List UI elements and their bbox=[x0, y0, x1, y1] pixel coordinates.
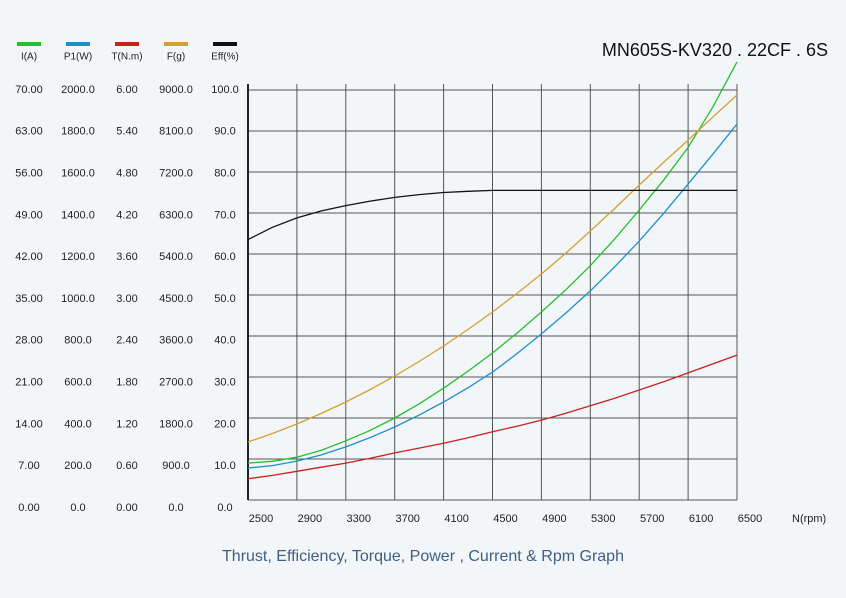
y-tick-label: 3.00 bbox=[116, 293, 137, 305]
y-tick-label: 14.00 bbox=[15, 418, 43, 430]
y-tick-label: 20.0 bbox=[214, 418, 235, 430]
y-tick-label: 1800.0 bbox=[61, 126, 95, 138]
y-tick-label: 1800.0 bbox=[159, 418, 193, 430]
y-tick-label: 6300.0 bbox=[159, 209, 193, 221]
y-tick-label: 80.0 bbox=[214, 168, 235, 180]
y-tick-label: 90.0 bbox=[214, 126, 235, 138]
series-line bbox=[247, 354, 738, 480]
y-tick-label: 1200.0 bbox=[61, 251, 95, 263]
y-tick-label: 2000.0 bbox=[61, 84, 95, 96]
legend-label: I(A) bbox=[21, 52, 37, 63]
y-tick-label: 21.00 bbox=[15, 377, 43, 389]
y-tick-label: 0.00 bbox=[18, 502, 39, 514]
y-tick-label: 8100.0 bbox=[159, 126, 193, 138]
y-tick-label: 1600.0 bbox=[61, 168, 95, 180]
y-tick-label: 200.0 bbox=[64, 460, 92, 472]
y-tick-label: 56.00 bbox=[15, 168, 43, 180]
y-tick-label: 0.60 bbox=[116, 460, 137, 472]
y-tick-label: 2.40 bbox=[116, 335, 137, 347]
x-tick-label: 4100 bbox=[444, 513, 468, 525]
y-tick-label: 10.0 bbox=[214, 460, 235, 472]
y-tick-label: 0.0 bbox=[168, 502, 183, 514]
y-tick-label: 49.00 bbox=[15, 209, 43, 221]
y-tick-label: 5.40 bbox=[116, 126, 137, 138]
y-tick-label: 0.0 bbox=[217, 502, 232, 514]
y-tick-label: 9000.0 bbox=[159, 84, 193, 96]
x-tick-label: 6100 bbox=[689, 513, 713, 525]
y-tick-label: 4.80 bbox=[116, 168, 137, 180]
y-tick-label: 40.0 bbox=[214, 335, 235, 347]
y-tick-label: 0.00 bbox=[116, 502, 137, 514]
y-tick-label: 1.20 bbox=[116, 418, 137, 430]
y-tick-label: 900.0 bbox=[162, 460, 190, 472]
x-tick-label: 2900 bbox=[298, 513, 322, 525]
series-line bbox=[247, 123, 738, 469]
legend-label: Eff(%) bbox=[211, 52, 239, 63]
x-tick-label: 4900 bbox=[542, 513, 566, 525]
x-tick-label: 5300 bbox=[591, 513, 615, 525]
y-tick-label: 70.0 bbox=[214, 209, 235, 221]
y-tick-label: 6.00 bbox=[116, 84, 137, 96]
legend-label: F(g) bbox=[167, 52, 185, 63]
y-tick-label: 800.0 bbox=[64, 335, 92, 347]
chart-title: MN605S-KV320 . 22CF . 6S bbox=[602, 40, 828, 60]
y-tick-label: 1000.0 bbox=[61, 293, 95, 305]
legend-label: P1(W) bbox=[64, 52, 92, 63]
legend-label: T(N.m) bbox=[111, 52, 142, 63]
x-tick-label: 3300 bbox=[347, 513, 371, 525]
series-line bbox=[247, 189, 737, 241]
y-tick-label: 35.00 bbox=[15, 293, 43, 305]
y-tick-label: 70.00 bbox=[15, 84, 43, 96]
y-tick-label: 0.0 bbox=[70, 502, 85, 514]
y-tick-label: 60.0 bbox=[214, 251, 235, 263]
y-tick-label: 50.0 bbox=[214, 293, 235, 305]
y-tick-label: 3.60 bbox=[116, 251, 137, 263]
y-tick-label: 4500.0 bbox=[159, 293, 193, 305]
y-tick-label: 42.00 bbox=[15, 251, 43, 263]
y-tick-label: 7.00 bbox=[18, 460, 39, 472]
y-tick-label: 7200.0 bbox=[159, 168, 193, 180]
y-tick-label: 4.20 bbox=[116, 209, 137, 221]
y-tick-label: 1400.0 bbox=[61, 209, 95, 221]
x-tick-label: 3700 bbox=[395, 513, 419, 525]
y-tick-label: 1.80 bbox=[116, 377, 137, 389]
y-tick-label: 5400.0 bbox=[159, 251, 193, 263]
y-tick-label: 30.0 bbox=[214, 377, 235, 389]
x-tick-label: 2500 bbox=[249, 513, 273, 525]
y-tick-label: 2700.0 bbox=[159, 377, 193, 389]
y-tick-label: 400.0 bbox=[64, 418, 92, 430]
y-tick-label: 100.0 bbox=[211, 84, 239, 96]
chart-subtitle: Thrust, Efficiency, Torque, Power , Curr… bbox=[222, 548, 624, 565]
x-axis-label: N(rpm) bbox=[792, 513, 826, 525]
y-tick-label: 3600.0 bbox=[159, 335, 193, 347]
y-tick-label: 600.0 bbox=[64, 377, 92, 389]
x-tick-label: 5700 bbox=[640, 513, 664, 525]
y-tick-label: 28.00 bbox=[15, 335, 43, 347]
y-tick-label: 63.00 bbox=[15, 126, 43, 138]
x-tick-label: 4500 bbox=[493, 513, 517, 525]
x-tick-label: 6500 bbox=[738, 513, 762, 525]
series-line bbox=[247, 94, 738, 443]
